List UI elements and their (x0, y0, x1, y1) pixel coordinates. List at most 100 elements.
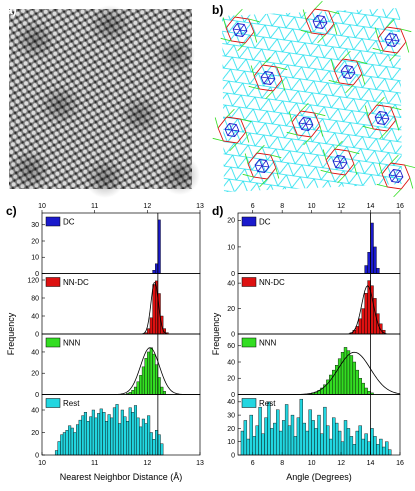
bar (349, 355, 354, 395)
bar (126, 421, 130, 456)
defect-core (328, 50, 368, 94)
bar (73, 432, 77, 456)
bar (97, 413, 101, 456)
bar (139, 426, 143, 456)
bar (376, 444, 380, 456)
legend-swatch (241, 398, 257, 408)
bar (352, 361, 357, 395)
bar (267, 401, 271, 456)
defect-core (376, 154, 415, 198)
legend-label: NN-DC (259, 278, 285, 287)
bar (252, 436, 256, 456)
y-tick-label: 10 (31, 255, 39, 262)
bar (155, 430, 159, 456)
bar (370, 222, 374, 274)
bar (358, 318, 362, 335)
legend-swatch (241, 277, 257, 287)
top-x-tick-label: 10 (38, 203, 46, 210)
bar (355, 369, 359, 395)
bar (284, 404, 289, 456)
bar (81, 415, 85, 456)
bar (337, 358, 342, 395)
bar (60, 434, 64, 456)
y-tick-label: 0 (35, 271, 39, 278)
y-tick-label: 60 (227, 343, 235, 350)
bar (141, 366, 145, 395)
x-tick-label: 8 (280, 460, 284, 467)
y-axis-label: Frequency (211, 312, 221, 355)
bar (144, 358, 148, 395)
bar (329, 438, 333, 456)
y-tick-label: 20 (227, 426, 235, 433)
bar (302, 422, 306, 456)
bar (364, 293, 368, 335)
bar (343, 420, 348, 456)
top-x-tick-label: 12 (143, 203, 151, 210)
bar (364, 433, 368, 456)
defect-core (242, 144, 282, 188)
bar (264, 417, 268, 456)
top-x-tick-label: 6 (251, 203, 255, 210)
bar (361, 308, 365, 335)
bar (147, 328, 151, 335)
bar (70, 427, 74, 456)
bar (355, 430, 359, 456)
bar (358, 425, 362, 456)
y-tick-label: 80 (31, 295, 39, 302)
defect-core (362, 96, 402, 140)
bar (311, 420, 315, 456)
y-tick-label: 20 (227, 376, 235, 383)
subplot-nn-dc: 0 20 40 NN-DC (227, 273, 401, 338)
bar (160, 386, 164, 395)
legend-label: DC (63, 218, 75, 227)
bar (155, 364, 159, 395)
bar (337, 430, 342, 456)
x-tick-label: 12 (143, 460, 151, 467)
top-x-tick-label: 13 (196, 203, 204, 210)
top-x-tick-label: 16 (396, 203, 404, 210)
y-tick-label: 40 (227, 399, 235, 406)
bar (107, 414, 111, 456)
subplot-frame (41, 394, 201, 456)
bar (340, 441, 345, 456)
bar (149, 347, 153, 395)
bar (349, 436, 354, 456)
x-tick-label: 16 (396, 460, 404, 467)
bar (115, 404, 119, 456)
bar (249, 414, 253, 456)
subplot-nnn: 0 20 40 60 NNN (227, 333, 401, 399)
x-axis-label: Nearest Neighbor Distance (Å) (60, 472, 183, 482)
defect-core (220, 8, 260, 52)
bar (332, 417, 336, 456)
subplot-frame (237, 394, 401, 456)
bar (83, 412, 87, 456)
panel-d: 6 8 10 12 14 16 0 10 20 DC 0 20 40 NN-DC 0 20 40 60 NNN 0 10… (211, 203, 404, 482)
bar (276, 409, 280, 456)
bar (104, 421, 109, 456)
bar (346, 350, 351, 395)
panel-b: b) (212, 0, 415, 198)
x-tick-label: 10 (308, 460, 316, 467)
bar (68, 425, 72, 456)
bar (343, 347, 348, 395)
bar (131, 390, 135, 395)
bar (352, 444, 357, 456)
bar (287, 425, 292, 456)
bar (62, 432, 66, 456)
defect-core (212, 108, 252, 152)
top-x-tick-label: 11 (91, 203, 98, 210)
x-axis-label: Angle (Degrees) (286, 472, 352, 482)
x-tick-label: 10 (38, 460, 46, 467)
y-tick-label: 40 (227, 359, 235, 366)
bar (296, 417, 301, 456)
gaussian-fit-line (238, 351, 401, 395)
bar (240, 430, 245, 456)
subplot-rest: 0 20 40 Rest (31, 394, 201, 459)
bar (131, 412, 135, 456)
bar (123, 416, 127, 456)
panel-label-d: d) (212, 204, 223, 218)
legend-swatch (45, 398, 61, 408)
top-x-tick-label: 10 (308, 203, 316, 210)
bar (91, 409, 95, 456)
bar (78, 419, 82, 456)
